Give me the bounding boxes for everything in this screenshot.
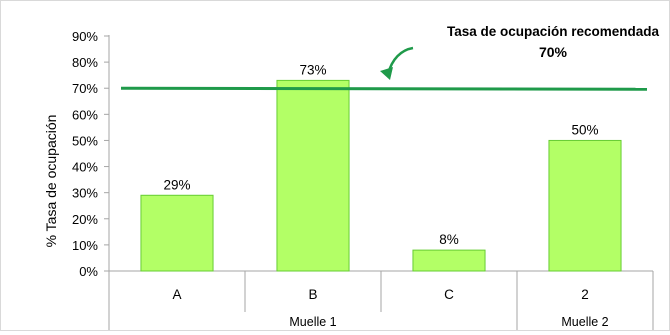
y-tick-label: 50%	[72, 133, 98, 148]
y-tick-label: 60%	[72, 107, 98, 122]
x-group-label: Muelle 2	[561, 315, 608, 329]
bar-value-label: 50%	[571, 122, 598, 137]
y-tick-label: 20%	[72, 212, 98, 227]
y-tick-label: 70%	[72, 81, 98, 96]
bar-value-label: 8%	[439, 232, 459, 247]
x-category-label: A	[172, 287, 181, 302]
y-tick-label: 10%	[72, 238, 98, 253]
bar	[548, 139, 622, 272]
x-category-label: 2	[581, 287, 589, 302]
y-tick-label: 90%	[72, 29, 98, 44]
reference-line-value: 70%	[539, 44, 568, 60]
x-group-label: Muelle 1	[289, 315, 336, 329]
y-tick-label: 30%	[72, 186, 98, 201]
bar-chart: % Tasa de ocupación 0% 10% 20% 30% 40% 50% 60%…	[43, 24, 660, 330]
bar	[140, 194, 214, 272]
x-category-label: C	[444, 287, 454, 302]
reference-line-label: Tasa de ocupación recomendada	[447, 24, 660, 39]
bar	[412, 249, 486, 272]
arrow-head-icon	[380, 67, 393, 80]
y-tick-label: 80%	[72, 55, 98, 70]
y-tick-label: 40%	[72, 160, 98, 175]
bar	[276, 79, 350, 272]
x-category-label: B	[308, 287, 317, 302]
y-axis-label: % Tasa de ocupación	[43, 115, 59, 248]
bar-value-label: 29%	[163, 177, 190, 192]
recommended-occupancy-line	[120, 86, 648, 91]
y-tick-label: 0%	[79, 264, 98, 279]
bar-value-label: 73%	[299, 62, 326, 77]
